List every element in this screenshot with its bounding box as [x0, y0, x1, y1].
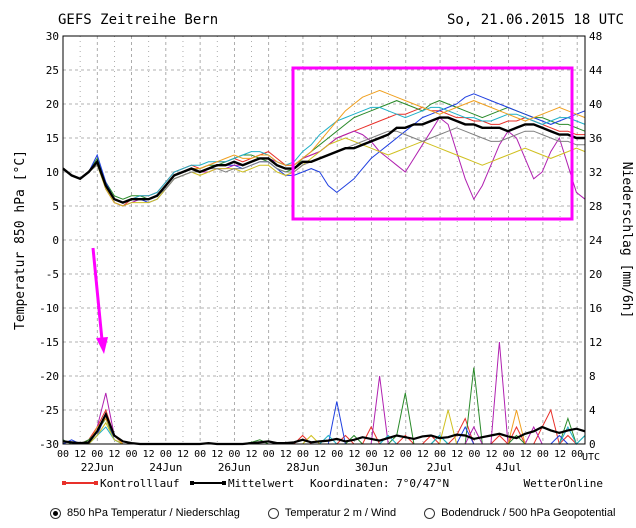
grid — [62, 35, 585, 445]
temperature-member-line — [62, 137, 586, 207]
x-tick-hour: 00 — [400, 449, 412, 460]
y-tick-left: 20 — [46, 98, 59, 111]
option-surface-pressure[interactable]: Bodendruck / 500 hPa Geopotential — [424, 507, 615, 519]
x-tick-hour: 12 — [108, 449, 120, 460]
y-tick-left: -10 — [39, 302, 59, 315]
x-tick-hour: 00 — [194, 449, 206, 460]
x-tick-hour: 00 — [160, 449, 172, 460]
option-label: 850 hPa Temperatur / Niederschlag — [67, 507, 240, 519]
x-tick-hour: 00 — [365, 449, 377, 460]
x-tick-date: 26Jun — [218, 461, 251, 474]
legend-mean: Mittelwert — [228, 477, 294, 490]
x-tick-hour: 00 — [537, 449, 549, 460]
y-tick-left: 5 — [52, 200, 59, 213]
legend: Kontrolllauf Mittelwert Koordinaten: 7°0… — [62, 477, 603, 490]
y-tick-right: 32 — [589, 166, 602, 179]
x-tick-hour: 12 — [314, 449, 326, 460]
y-tick-left: -5 — [46, 268, 59, 281]
x-tick-hour: 12 — [451, 449, 463, 460]
x-tick-hour: 00 — [57, 449, 69, 460]
temperature-mean-line — [62, 116, 585, 204]
coordinates-label: Koordinaten: 7°0/47°N — [310, 477, 449, 490]
y-tick-right: 20 — [589, 268, 602, 281]
x-tick-hour: 12 — [348, 449, 360, 460]
y-tick-right: 0 — [589, 438, 596, 451]
temperature-member-line — [62, 127, 585, 204]
x-tick-hour: 12 — [246, 449, 258, 460]
x-tick-hour: 12 — [383, 449, 395, 460]
y-tick-left: 0 — [52, 234, 59, 247]
x-tick-hour: 00 — [228, 449, 240, 460]
y-axis-left-label: Temperatur 850 hPa [°C] — [13, 150, 28, 330]
x-tick-hour: 12 — [280, 449, 292, 460]
chart-title: GEFS Zeitreihe Bern — [58, 12, 218, 28]
y-axis-right-label: Niederschlag [mm/6h] — [619, 162, 634, 319]
x-tick-hour: 12 — [554, 449, 566, 460]
y-tick-right: 48 — [589, 30, 602, 43]
option-850hpa-temperature[interactable]: 850 hPa Temperatur / Niederschlag — [50, 507, 240, 519]
y-tick-left: 15 — [46, 132, 59, 145]
y-tick-right: 36 — [589, 132, 602, 145]
x-tick-hour: 12 — [74, 449, 86, 460]
y-tick-right: 4 — [589, 404, 596, 417]
x-tick-hour: 00 — [126, 449, 138, 460]
temperature-series — [62, 89, 586, 207]
parameter-selector: 850 hPa Temperatur / Niederschlag Temper… — [0, 498, 636, 528]
y-tick-left: -20 — [39, 370, 59, 383]
x-tick-hour: 00 — [331, 449, 343, 460]
plot-frame — [62, 35, 586, 445]
x-tick-date: 4Jul — [495, 461, 522, 474]
y-tick-right: 44 — [589, 64, 603, 77]
run-date-label: So, 21.06.2015 18 UTC — [447, 12, 624, 28]
option-label: Bodendruck / 500 hPa Geopotential — [441, 507, 616, 519]
radio-indicator — [424, 507, 436, 519]
temperature-member-line — [62, 100, 586, 200]
x-tick-hour: 00 — [91, 449, 103, 460]
x-tick-hour: 00 — [297, 449, 309, 460]
y-tick-left: -30 — [39, 438, 59, 451]
x-tick-date: 24Jun — [149, 461, 182, 474]
y-tick-left: -15 — [39, 336, 59, 349]
y-tick-left: 10 — [46, 166, 59, 179]
x-tick-date: 22Jun — [81, 461, 114, 474]
highlight-arrow — [91, 247, 108, 354]
radio-indicator — [50, 507, 61, 519]
x-tick-hour: 12 — [417, 449, 429, 460]
x-tick-hour: 00 — [434, 449, 446, 460]
precipitation-series — [62, 341, 586, 446]
x-tick-hour: 00 — [503, 449, 515, 460]
option-2m-temperature[interactable]: Temperatur 2 m / Wind — [267, 507, 397, 519]
option-label: Temperatur 2 m / Wind — [284, 507, 397, 519]
x-tick-date: 30Jun — [355, 461, 388, 474]
x-tick-hour: 12 — [485, 449, 497, 460]
highlight-box — [291, 66, 574, 221]
x-tick-hour: 00 — [263, 449, 275, 460]
utc-label: UTC — [582, 452, 600, 463]
legend-control-run: Kontrolllauf — [100, 477, 179, 490]
radio-indicator — [267, 507, 279, 519]
x-tick-date: 2Jul — [427, 461, 454, 474]
x-tick-hour: 12 — [143, 449, 155, 460]
y-tick-right: 12 — [589, 336, 602, 349]
precip-member-line — [63, 341, 585, 445]
source-label: WetterOnline — [524, 477, 603, 490]
x-tick-hour: 12 — [211, 449, 223, 460]
x-tick-hour: 00 — [571, 449, 583, 460]
y-tick-left: 25 — [46, 64, 59, 77]
y-tick-right: 8 — [589, 370, 596, 383]
y-tick-left: -25 — [39, 404, 59, 417]
y-tick-right: 40 — [589, 98, 602, 111]
y-tick-right: 16 — [589, 302, 602, 315]
y-tick-right: 28 — [589, 200, 602, 213]
y-tick-right: 24 — [589, 234, 603, 247]
x-tick-hour: 12 — [520, 449, 532, 460]
y-tick-left: 30 — [46, 30, 59, 43]
x-tick-hour: 12 — [177, 449, 189, 460]
temperature-member-line — [62, 106, 586, 204]
x-tick-date: 28Jun — [286, 461, 319, 474]
x-tick-hour: 00 — [468, 449, 480, 460]
